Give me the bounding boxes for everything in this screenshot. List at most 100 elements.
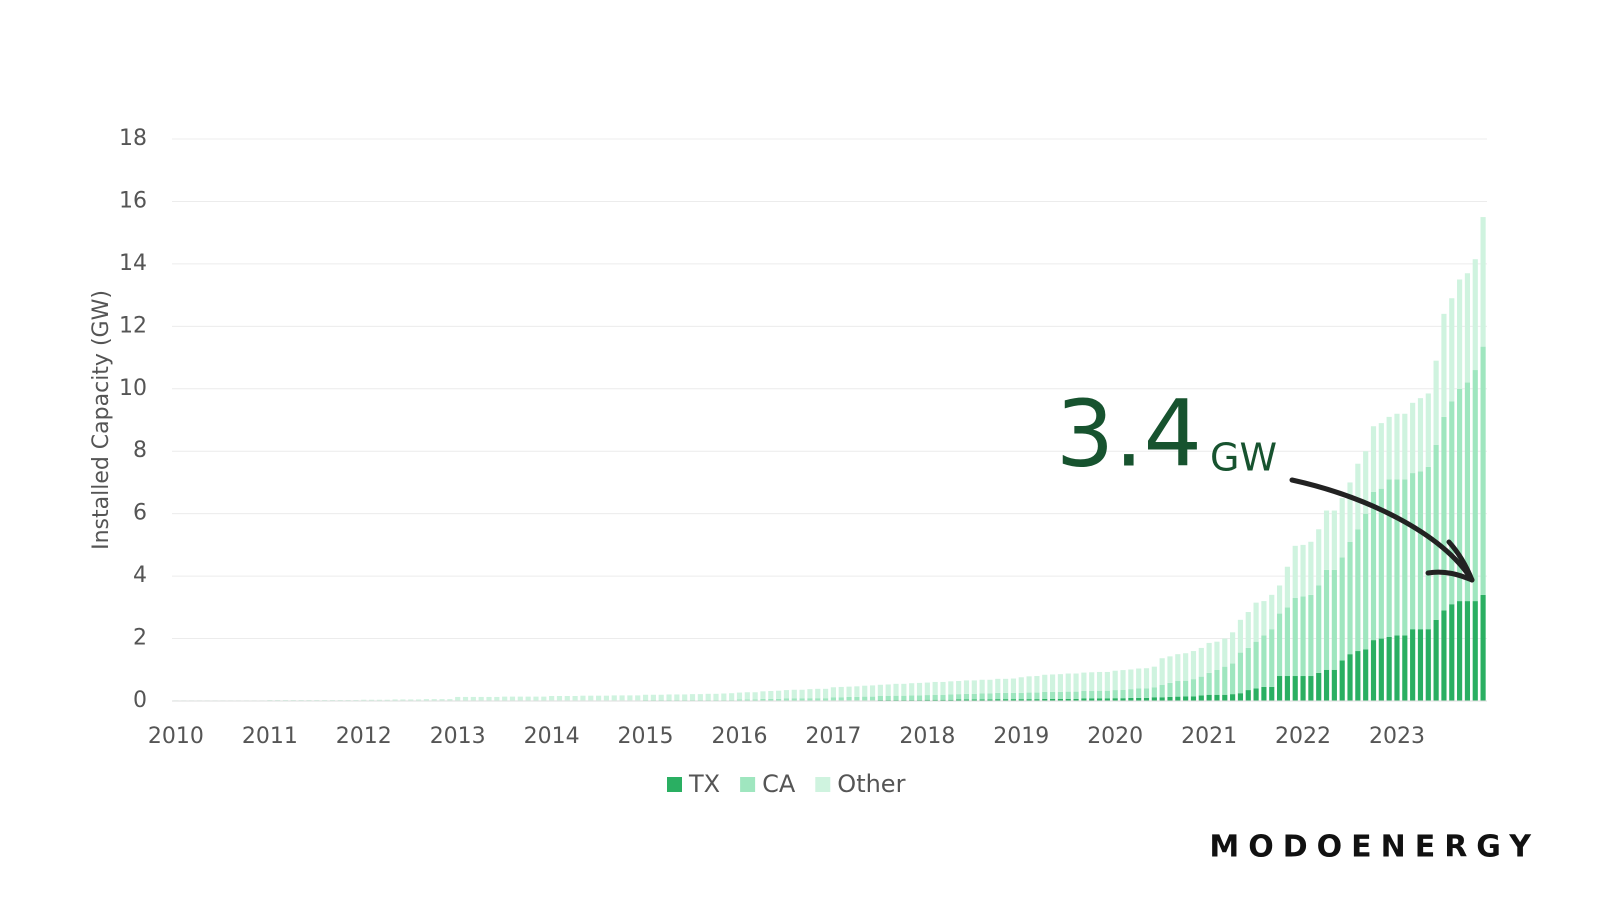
bar-segment bbox=[1387, 417, 1392, 479]
y-tick-label: 10 bbox=[119, 376, 147, 401]
bar-segment bbox=[1199, 695, 1204, 701]
bar-segment bbox=[1434, 445, 1439, 620]
bar-segment bbox=[964, 680, 969, 693]
bar-segment bbox=[964, 694, 969, 700]
bar-segment bbox=[800, 699, 805, 701]
bar-segment bbox=[1128, 689, 1133, 698]
bar-segment bbox=[1238, 620, 1243, 653]
bar-segment bbox=[815, 689, 820, 698]
bar-segment bbox=[1167, 656, 1172, 683]
bar-segment bbox=[1434, 620, 1439, 701]
bar-segment bbox=[455, 697, 460, 701]
bar-segment bbox=[604, 696, 609, 701]
x-tick-label: 2010 bbox=[148, 724, 204, 749]
bar-segment bbox=[807, 689, 812, 698]
bar-segment bbox=[1246, 648, 1251, 690]
bar-segment bbox=[1207, 673, 1212, 695]
x-tick-label: 2019 bbox=[993, 724, 1049, 749]
bar-segment bbox=[1073, 674, 1078, 692]
bar-segment bbox=[1261, 601, 1266, 635]
bar-segment bbox=[1387, 637, 1392, 701]
x-tick-label: 2023 bbox=[1369, 724, 1425, 749]
bar-segment bbox=[557, 696, 562, 700]
bar-segment bbox=[1308, 676, 1313, 701]
bar-segment bbox=[1214, 670, 1219, 695]
bar-segment bbox=[1394, 414, 1399, 480]
bar-segment bbox=[1254, 603, 1259, 642]
bar-segment bbox=[1042, 692, 1047, 699]
bar-segment bbox=[1394, 635, 1399, 701]
bar-segment bbox=[831, 697, 836, 700]
bar-segment bbox=[1191, 679, 1196, 696]
bar-segment bbox=[1402, 635, 1407, 701]
x-tick-label: 2022 bbox=[1275, 724, 1331, 749]
bar-segment bbox=[674, 694, 679, 700]
bar-segment bbox=[1120, 670, 1125, 690]
bar-segment bbox=[1175, 654, 1180, 681]
bar-segment bbox=[1410, 403, 1415, 473]
bar-segment bbox=[1003, 693, 1008, 699]
bar-segment bbox=[1363, 514, 1368, 650]
bar-segment bbox=[1473, 601, 1478, 701]
bar-segment bbox=[846, 697, 851, 700]
bar-segment bbox=[807, 698, 812, 700]
bar-segment bbox=[1050, 692, 1055, 699]
bar-segment bbox=[541, 697, 546, 701]
bar-segment bbox=[1387, 479, 1392, 637]
bar-segment bbox=[1191, 651, 1196, 679]
bar-segment bbox=[760, 691, 765, 698]
bar-segment bbox=[1254, 642, 1259, 689]
bar-segment bbox=[1238, 693, 1243, 701]
bar-segment bbox=[933, 695, 938, 700]
bar-segment bbox=[1081, 673, 1086, 691]
bar-segment bbox=[1473, 259, 1478, 370]
bar-segment bbox=[1347, 654, 1352, 701]
bar-segment bbox=[1347, 542, 1352, 654]
bar-segment bbox=[1246, 612, 1251, 648]
bar-segment bbox=[510, 697, 515, 701]
bar-segment bbox=[972, 694, 977, 700]
bar-segment bbox=[1355, 529, 1360, 651]
bar-segment bbox=[1246, 690, 1251, 701]
bar-segment bbox=[1293, 676, 1298, 701]
bar-segment bbox=[956, 694, 961, 699]
bar-segment bbox=[1183, 653, 1188, 680]
bar-segment bbox=[784, 690, 789, 698]
y-axis-label: Installed Capacity (GW) bbox=[89, 290, 114, 550]
bar-segment bbox=[792, 690, 797, 699]
bar-segment bbox=[1269, 687, 1274, 701]
bar-segment bbox=[940, 682, 945, 695]
y-tick-label: 0 bbox=[133, 688, 147, 713]
bar-segment bbox=[1481, 595, 1486, 701]
bar-segment bbox=[1113, 671, 1118, 690]
bar-segment bbox=[1199, 677, 1204, 696]
bar-segment bbox=[471, 697, 476, 701]
x-tick-label: 2011 bbox=[242, 724, 298, 749]
bar-segment bbox=[854, 697, 859, 700]
bar-segment bbox=[635, 695, 640, 700]
bar-segment bbox=[1089, 691, 1094, 698]
bar-segment bbox=[776, 699, 781, 701]
bar-segment bbox=[839, 697, 844, 700]
bar-segment bbox=[1183, 696, 1188, 701]
bar-segment bbox=[1293, 546, 1298, 598]
bar-segment bbox=[917, 695, 922, 700]
bar-segment bbox=[1332, 511, 1337, 570]
bar-segment bbox=[1332, 670, 1337, 701]
bar-segment bbox=[995, 679, 1000, 693]
bar-segment bbox=[1019, 693, 1024, 699]
bar-segment bbox=[666, 694, 671, 700]
bar-segment bbox=[1481, 347, 1486, 595]
bar-segment bbox=[1058, 692, 1063, 699]
bar-segment bbox=[1300, 676, 1305, 701]
bar-segment bbox=[831, 687, 836, 697]
bar-segment bbox=[768, 691, 773, 699]
bar-segment bbox=[987, 680, 992, 694]
bar-segment bbox=[486, 697, 491, 701]
bar-segment bbox=[619, 695, 624, 700]
bar-segment bbox=[1191, 696, 1196, 701]
y-tick-label: 12 bbox=[119, 313, 147, 338]
bar-segment bbox=[651, 695, 656, 700]
bar-segment bbox=[533, 697, 538, 701]
